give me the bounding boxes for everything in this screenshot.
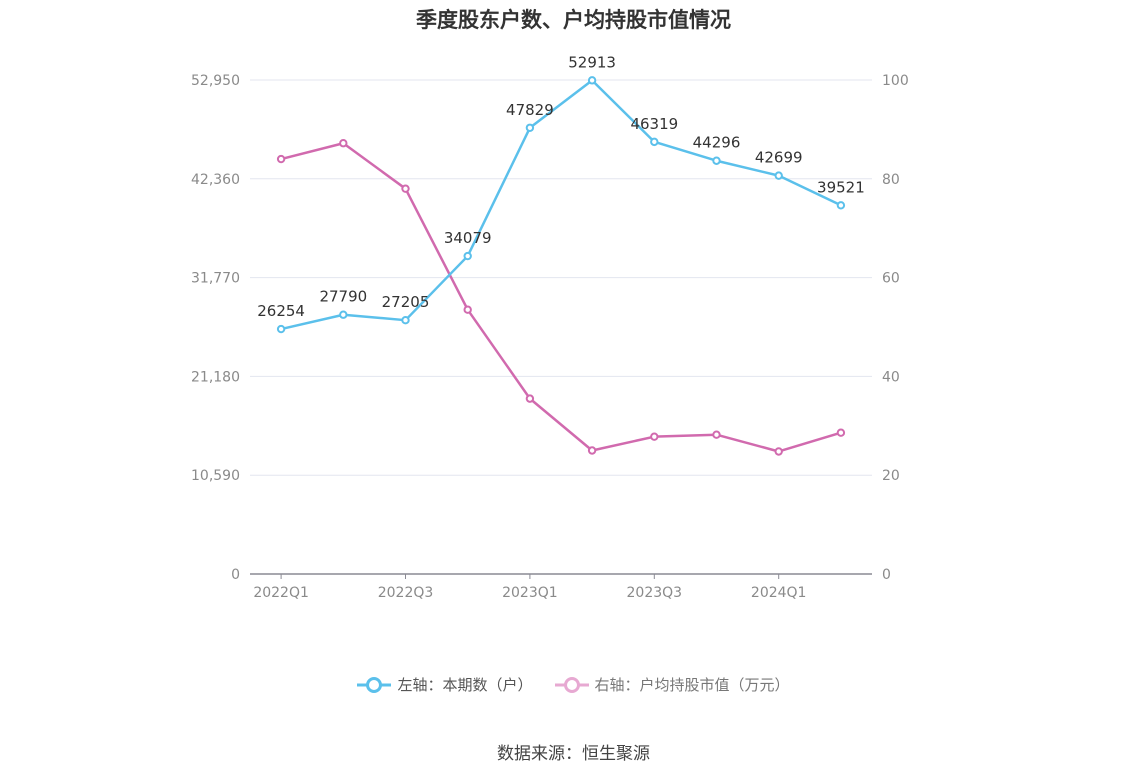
x-tick-label: 2022Q1 — [253, 585, 309, 601]
data-point[interactable] — [401, 315, 410, 325]
legend-label-avg-value: 右轴：户均持股市值（万元） — [594, 676, 790, 694]
right-tick-label: 60 — [882, 271, 900, 287]
data-point[interactable] — [276, 324, 286, 334]
data-point[interactable] — [463, 251, 472, 261]
x-tick-label: 2023Q1 — [502, 585, 558, 601]
left-tick-label: 10,590 — [191, 468, 240, 484]
chart-title: 季度股东户数、户均持股市值情况 — [416, 8, 731, 32]
data-label: 42699 — [755, 149, 803, 167]
data-point[interactable] — [587, 446, 597, 455]
series-layer — [276, 76, 846, 456]
data-label: 39521 — [817, 178, 865, 196]
left-axis-ticks: 0 10,590 21,180 31,770 42,360 52,950 — [191, 73, 240, 583]
data-point[interactable] — [836, 428, 846, 437]
legend-label-shareholders: 左轴：本期数（户） — [397, 676, 533, 694]
data-point[interactable] — [587, 76, 597, 85]
data-label: 27790 — [319, 288, 367, 306]
right-tick-label: 40 — [882, 369, 900, 385]
data-point[interactable] — [650, 432, 659, 441]
legend-marker-blue-icon — [357, 676, 392, 693]
data-point[interactable] — [339, 139, 348, 148]
data-label: 47829 — [506, 101, 554, 119]
legend-marker-pink-icon — [554, 676, 589, 693]
left-tick-label: 31,770 — [191, 271, 240, 287]
data-labels: 26254 27790 27205 34079 47829 52913 46319 44296… — [257, 53, 865, 320]
legend-item-avg-value[interactable]: 右轴：户均持股市值（万元） — [554, 674, 790, 695]
data-point[interactable] — [712, 156, 721, 165]
data-point[interactable] — [463, 305, 472, 314]
data-label: 34079 — [444, 229, 492, 247]
left-tick-label: 42,360 — [191, 172, 240, 188]
data-label: 52913 — [568, 53, 616, 71]
data-point[interactable] — [712, 430, 721, 439]
right-axis-ticks: 0 20 40 60 80 100 — [882, 73, 909, 583]
right-tick-label: 100 — [882, 73, 909, 89]
data-point[interactable] — [525, 123, 535, 132]
data-point[interactable] — [774, 171, 783, 180]
series-line — [280, 141, 842, 453]
gridlines — [250, 79, 872, 476]
data-point[interactable] — [401, 184, 410, 193]
data-point[interactable] — [774, 447, 783, 456]
left-tick-label: 0 — [231, 567, 240, 583]
data-point[interactable] — [339, 310, 348, 319]
x-tick-label: 2024Q1 — [751, 585, 807, 601]
left-tick-label: 52,950 — [191, 73, 240, 89]
x-tick-label: 2022Q3 — [378, 585, 434, 601]
x-axis-ticks: 2022Q1 2022Q3 2023Q1 2023Q3 2024Q1 — [253, 574, 806, 601]
legend: 左轴：本期数（户） 右轴：户均持股市值（万元） — [0, 674, 1147, 695]
data-point[interactable] — [836, 201, 846, 210]
data-label: 44296 — [693, 134, 741, 152]
left-tick-label: 21,180 — [191, 369, 240, 385]
data-point[interactable] — [525, 394, 535, 403]
x-tick-label: 2023Q3 — [627, 585, 683, 601]
data-point[interactable] — [276, 154, 286, 164]
right-tick-label: 20 — [882, 468, 900, 484]
data-label: 26254 — [257, 302, 305, 320]
series-line — [280, 79, 842, 331]
data-label: 46319 — [630, 115, 678, 133]
right-tick-label: 0 — [882, 567, 891, 583]
data-point[interactable] — [650, 137, 659, 147]
data-source: 数据来源：恒生聚源 — [497, 744, 650, 764]
legend-item-shareholders[interactable]: 左轴：本期数（户） — [357, 674, 533, 695]
data-label: 27205 — [382, 293, 430, 311]
right-tick-label: 80 — [882, 172, 900, 188]
